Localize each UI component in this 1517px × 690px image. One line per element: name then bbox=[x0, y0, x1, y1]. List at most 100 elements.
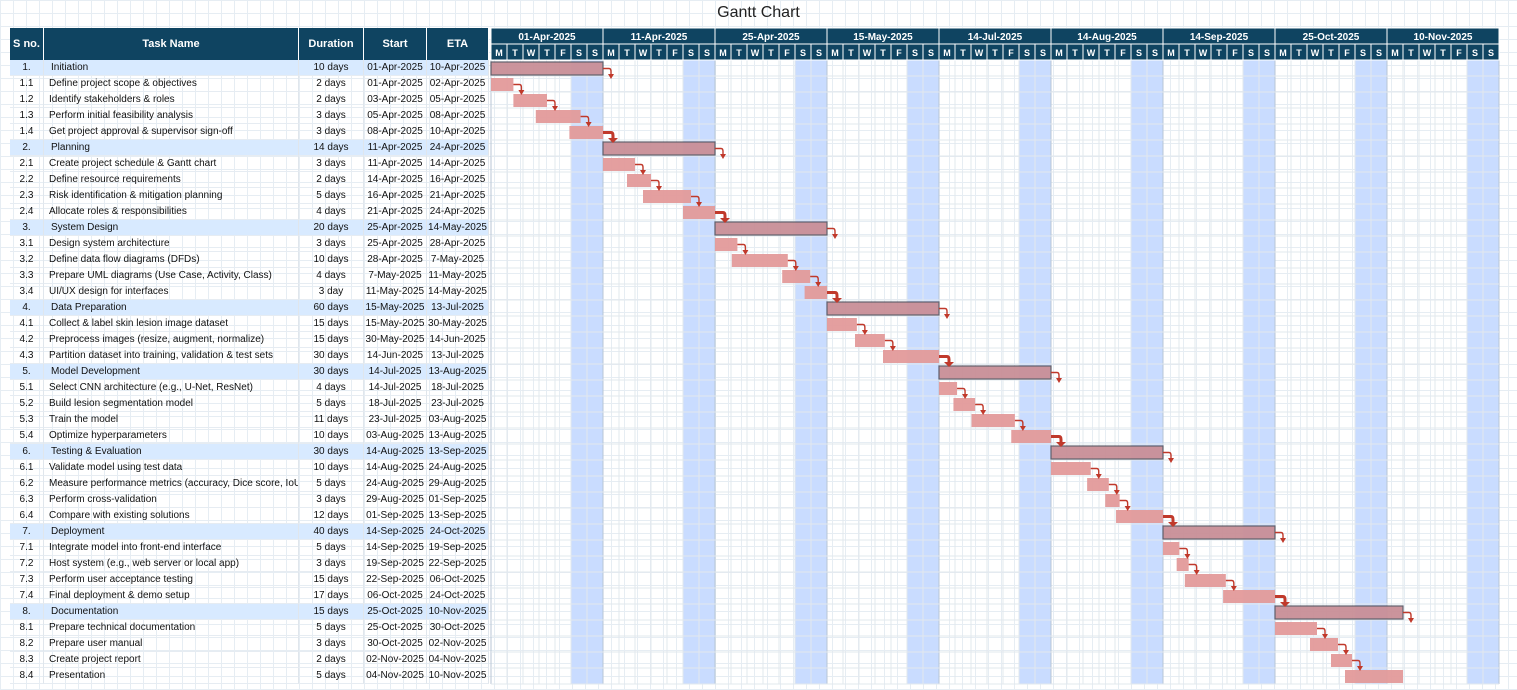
task-bar bbox=[603, 158, 635, 171]
task-eta: 10-Nov-2025 bbox=[427, 604, 489, 620]
task-row: 7.4 Final deployment & demo setup 17 days 0… bbox=[10, 588, 489, 604]
task-name: Prepare technical documentation bbox=[44, 620, 299, 636]
task-name: Testing & Evaluation bbox=[44, 444, 299, 460]
task-id: 5.3 bbox=[10, 412, 44, 428]
dependency-arrowhead bbox=[1056, 378, 1062, 383]
task-row: 1.1 Define project scope & objectives 2 da… bbox=[10, 76, 489, 92]
week-header-label: 25-Oct-2025 bbox=[1303, 32, 1360, 43]
task-start: 01-Apr-2025 bbox=[364, 76, 427, 92]
task-row: 7.2 Host system (e.g., web server or loca… bbox=[10, 556, 489, 572]
task-row: 7.1 Integrate model into front-end interf… bbox=[10, 540, 489, 556]
task-row: 3.4 UI/UX design for interfaces 3 day 11-Ma… bbox=[10, 284, 489, 300]
task-name: Perform user acceptance testing bbox=[44, 572, 299, 588]
task-id: 2.1 bbox=[10, 156, 44, 172]
task-name: Compare with existing solutions bbox=[44, 508, 299, 524]
day-header-letter: T bbox=[624, 48, 630, 58]
task-eta: 18-Jul-2025 bbox=[427, 380, 489, 396]
dependency-arrow bbox=[787, 259, 797, 267]
phase-bar bbox=[826, 301, 940, 316]
task-name: Documentation bbox=[44, 604, 299, 620]
task-name: Risk identification & mitigation plannin… bbox=[44, 188, 299, 204]
task-bar bbox=[1011, 430, 1051, 443]
task-duration: 3 day bbox=[299, 284, 364, 300]
day-header-letter: T bbox=[1104, 48, 1110, 58]
task-eta: 13-Aug-2025 bbox=[427, 364, 489, 380]
task-row: 1.4 Get project approval & supervisor sig… bbox=[10, 124, 489, 140]
dependency-arrowhead bbox=[1056, 442, 1066, 447]
dependency-arrowhead bbox=[720, 154, 726, 159]
task-row: 8.4 Presentation 5 days 04-Nov-2025 10-Nov-2… bbox=[10, 668, 489, 684]
dependency-arrow bbox=[737, 243, 747, 251]
day-header-letter: M bbox=[607, 48, 615, 58]
dependency-arrowhead bbox=[815, 282, 822, 287]
task-row: 4.2 Preprocess images (resize, augment, n… bbox=[10, 332, 489, 348]
week-header-label: 10-Nov-2025 bbox=[1414, 32, 1473, 43]
task-name: Collect & label skin lesion image datase… bbox=[44, 316, 299, 332]
task-duration: 15 days bbox=[299, 572, 364, 588]
task-start: 03-Aug-2025 bbox=[364, 428, 427, 444]
task-name: Validate model using test data bbox=[44, 460, 299, 476]
task-bar bbox=[643, 190, 691, 203]
day-header-letter: S bbox=[1472, 48, 1478, 58]
day-header-letter: T bbox=[512, 48, 518, 58]
task-id: 1.4 bbox=[10, 124, 44, 140]
task-duration: 30 days bbox=[299, 444, 364, 460]
dependency-arrow bbox=[1119, 499, 1129, 507]
day-header-letter: S bbox=[1136, 48, 1142, 58]
task-eta: 14-May-2025 bbox=[427, 284, 489, 300]
dependency-arrowhead bbox=[585, 122, 592, 127]
dependency-arrowhead bbox=[1019, 426, 1026, 431]
dependency-arrowhead bbox=[1168, 522, 1178, 527]
task-id: 1.1 bbox=[10, 76, 44, 92]
dependency-arrowhead bbox=[889, 346, 896, 351]
task-start: 14-Jun-2025 bbox=[364, 348, 427, 364]
task-start: 21-Apr-2025 bbox=[364, 204, 427, 220]
header-eta: ETA bbox=[427, 28, 489, 60]
task-row: 2.2 Define resource requirements 2 days 14-… bbox=[10, 172, 489, 188]
task-eta: 16-Apr-2025 bbox=[427, 172, 489, 188]
task-bar bbox=[855, 334, 885, 347]
task-eta: 28-Apr-2025 bbox=[427, 236, 489, 252]
dependency-arrowhead bbox=[1124, 506, 1131, 511]
dependency-arrowhead bbox=[608, 74, 614, 79]
task-eta: 30-Oct-2025 bbox=[427, 620, 489, 636]
task-row: 5.2 Build lesion segmentation model 5 days… bbox=[10, 396, 489, 412]
day-header-letter: S bbox=[1264, 48, 1270, 58]
task-duration: 14 days bbox=[299, 140, 364, 156]
day-header-letter: M bbox=[719, 48, 727, 58]
task-row: 7.3 Perform user acceptance testing 15 day… bbox=[10, 572, 489, 588]
dependency-arrow bbox=[651, 179, 660, 187]
day-header-letter: T bbox=[1440, 48, 1446, 58]
day-header-letter: F bbox=[1456, 48, 1462, 58]
task-id: 8.4 bbox=[10, 668, 44, 684]
day-header-letter: S bbox=[1488, 48, 1494, 58]
task-bar bbox=[569, 126, 603, 139]
task-eta: 22-Sep-2025 bbox=[427, 556, 489, 572]
dependency-arrow bbox=[856, 323, 866, 331]
day-header-letter: S bbox=[592, 48, 598, 58]
task-start: 04-Nov-2025 bbox=[364, 668, 427, 684]
task-duration: 5 days bbox=[299, 540, 364, 556]
task-id: 3.4 bbox=[10, 284, 44, 300]
task-start: 15-May-2025 bbox=[364, 300, 427, 316]
task-start: 01-Sep-2025 bbox=[364, 508, 427, 524]
task-name: Identify stakeholders & roles bbox=[44, 92, 299, 108]
dependency-arrowhead bbox=[1168, 458, 1174, 463]
task-duration: 5 days bbox=[299, 476, 364, 492]
dependency-arrow bbox=[1014, 419, 1024, 427]
task-eta: 01-Sep-2025 bbox=[427, 492, 489, 508]
dependency-arrowhead bbox=[1095, 474, 1102, 479]
task-row: 3.1 Design system architecture 3 days 25-Ap… bbox=[10, 236, 489, 252]
table-body: 1. Initiation 10 days 01-Apr-2025 10-Apr-202… bbox=[10, 60, 489, 684]
task-bar bbox=[953, 398, 976, 411]
task-eta: 13-Jul-2025 bbox=[427, 348, 489, 364]
day-header-letter: S bbox=[1024, 48, 1030, 58]
task-eta: 03-Aug-2025 bbox=[427, 412, 489, 428]
task-start: 30-May-2025 bbox=[364, 332, 427, 348]
task-id: 5. bbox=[10, 364, 44, 380]
task-duration: 12 days bbox=[299, 508, 364, 524]
task-name: Integrate model into front-end interface bbox=[44, 540, 299, 556]
task-eta: 24-Oct-2025 bbox=[427, 524, 489, 540]
phase-bar bbox=[714, 221, 828, 236]
task-duration: 5 days bbox=[299, 668, 364, 684]
